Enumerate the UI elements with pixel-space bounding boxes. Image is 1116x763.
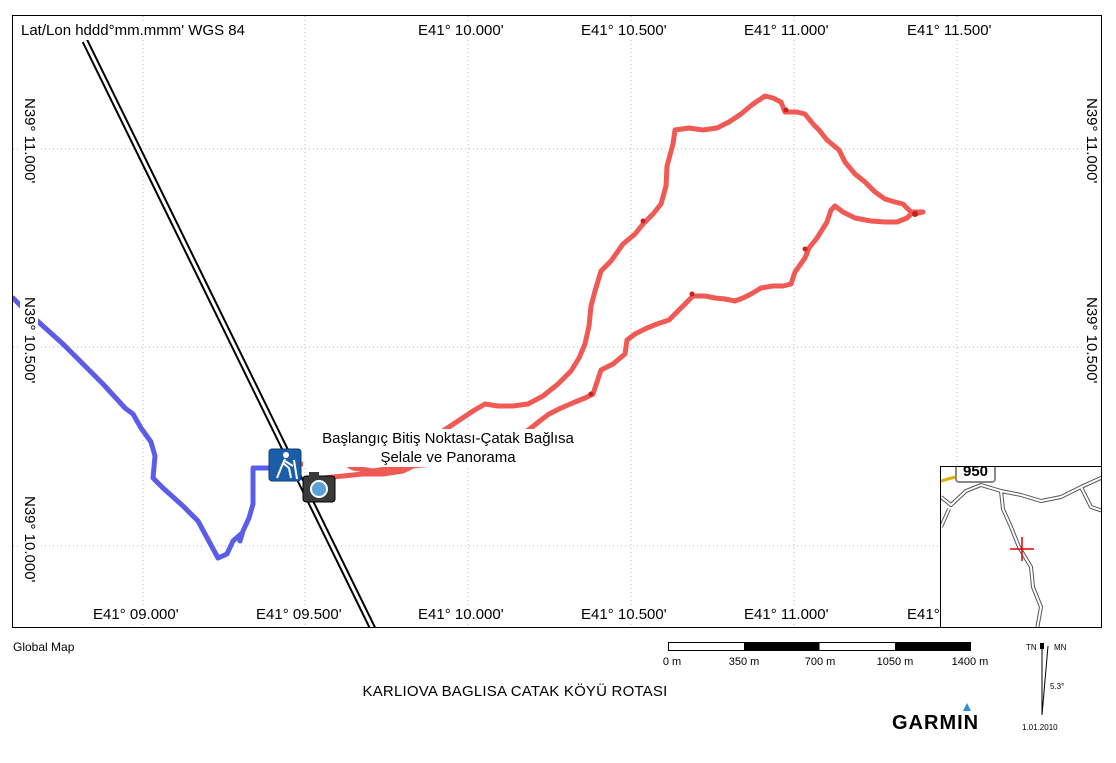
lon-label: E41° 09.500' xyxy=(252,606,346,624)
scale-bar xyxy=(668,642,971,651)
cursor-cross-icon xyxy=(1010,537,1034,561)
lat-label: N39° 10.000' xyxy=(20,492,38,587)
red-track[interactable] xyxy=(300,93,926,482)
route-title: KARLIOVA BAGLISA CATAK KÖYÜ ROTASI xyxy=(362,683,668,700)
magnetic-north-label: MN xyxy=(1054,643,1067,652)
north-arrow-icon xyxy=(1040,643,1049,716)
blue-route[interactable] xyxy=(13,295,272,561)
scale-label: 0 m xyxy=(662,656,682,668)
lat-label: N39° 11.000' xyxy=(1082,94,1100,188)
garmin-logo: GARMIN xyxy=(892,712,980,734)
lon-label: E41° 10.000' xyxy=(414,606,508,624)
waypoint-label-line2: Şelale ve Panorama xyxy=(380,449,516,466)
grid-lines xyxy=(13,16,1101,627)
lon-label: E41° 11.000' xyxy=(740,606,833,624)
camera-icon[interactable] xyxy=(302,472,336,503)
garmin-logo-triangle-icon xyxy=(963,703,971,711)
lon-label: E41° 09.000' xyxy=(89,606,183,624)
waypoint-label-line1: Başlangıç Bitiş Noktası-Çatak Bağlısa xyxy=(322,430,574,447)
declination-label: 5.3° xyxy=(1050,682,1065,691)
lon-label: E41° 10.500' xyxy=(577,22,671,40)
road xyxy=(81,39,376,627)
lon-label: E41° 10.000' xyxy=(414,22,508,40)
map-canvas[interactable]: E41° 10.000' E41° 10.500' E41° 11.000' E… xyxy=(12,15,1102,628)
declination-date-label: 1.01.2010 xyxy=(1022,723,1058,732)
scale-label: 350 m xyxy=(728,656,760,668)
scale-label: 1050 m xyxy=(876,656,914,668)
lat-label: N39° 11.000' xyxy=(20,94,38,188)
track-points xyxy=(588,107,918,397)
lon-label: E41° 11.000' xyxy=(740,22,833,40)
scale-label: 700 m xyxy=(804,656,836,668)
lat-label: N39° 10.500' xyxy=(1082,293,1100,388)
inset-graphics xyxy=(941,475,1101,627)
coordinate-format-label: Lat/Lon hddd°mm.mmm' WGS 84 xyxy=(17,22,249,40)
lat-label: N39° 10.500' xyxy=(20,293,38,388)
map-graphics xyxy=(13,16,1101,627)
lon-label: E41° 11.500' xyxy=(903,22,996,40)
map-source-label: Global Map xyxy=(13,640,75,654)
road-shield: 950 xyxy=(955,467,997,483)
inset-map[interactable]: 950 xyxy=(940,466,1101,627)
lon-label: E41° 10.500' xyxy=(577,606,671,624)
scale-label: 1400 m xyxy=(951,656,989,668)
true-north-label: TN xyxy=(1026,643,1037,652)
hiker-icon[interactable] xyxy=(268,448,302,482)
waypoint-label[interactable]: Başlangıç Bitiş Noktası-Çatak Bağlısa Şe… xyxy=(303,429,593,467)
